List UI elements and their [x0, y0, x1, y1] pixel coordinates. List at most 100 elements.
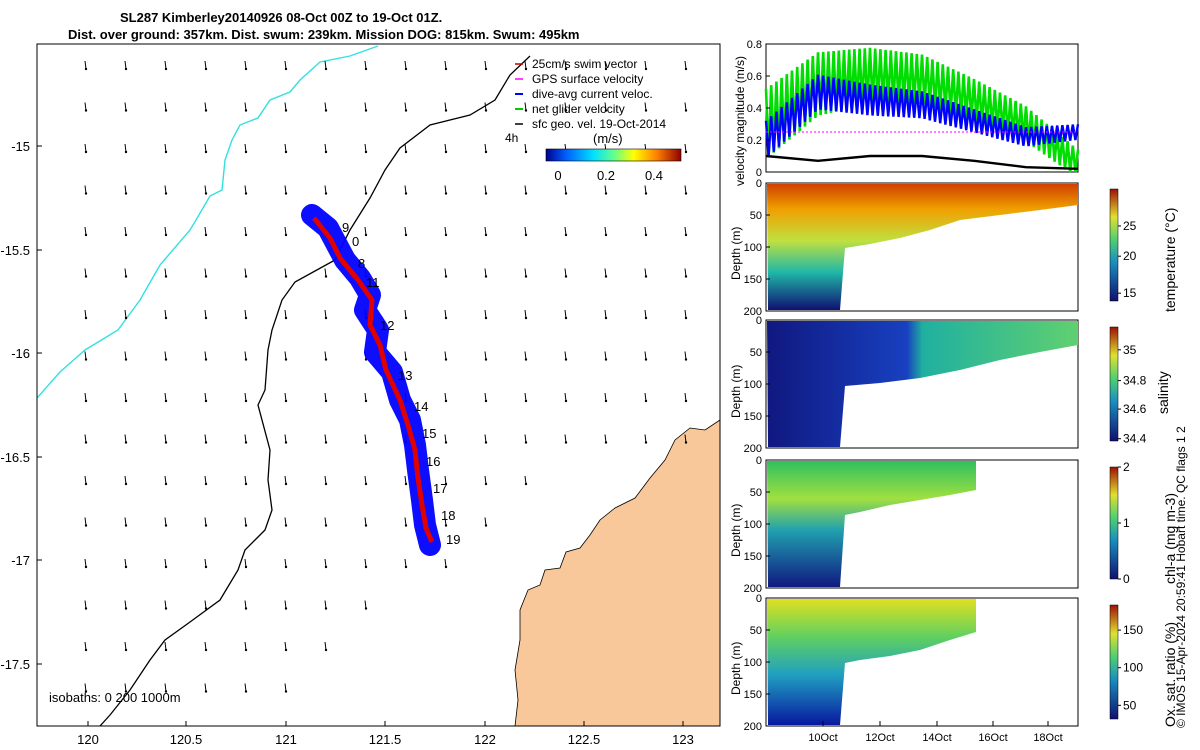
depth-tick-label: 150: [744, 274, 762, 286]
velocity-arrow: [364, 434, 367, 443]
velocity-arrow: [244, 309, 247, 319]
depth-label-salinity: Depth (m): [729, 364, 743, 418]
velocity-arrow-head: [604, 67, 608, 71]
velocity-arrow: [484, 434, 487, 443]
velocity-arrow: [484, 102, 487, 111]
velocity-arrow-head: [324, 648, 328, 652]
velocity-arrow: [164, 392, 167, 402]
depth-tick-label: 150: [744, 551, 762, 563]
velocity-arrow: [204, 600, 207, 609]
velocity-arrow-head: [364, 565, 368, 569]
velocity-arrow: [524, 268, 527, 277]
velocity-arrow-head: [124, 648, 128, 652]
velocity-arrow-head: [124, 399, 128, 403]
velocity-arrow: [124, 351, 127, 360]
track-label: 12: [380, 318, 394, 333]
velocity-arrow-head: [604, 358, 608, 361]
velocity-arrow-head: [404, 67, 408, 71]
velocity-arrow-head: [124, 441, 128, 444]
velocity-arrow: [524, 351, 527, 360]
legend-entry-swim: 25cm/s swim vector: [532, 57, 637, 71]
velocity-arrow: [124, 517, 127, 526]
velocity-arrow-head: [444, 358, 448, 361]
velocity-arrow: [204, 351, 207, 360]
plot-title-line1: SL287 Kimberley20140926 08-Oct 00Z to 19…: [120, 10, 443, 25]
velocity-arrow-head: [164, 690, 168, 693]
velocity-arrow-head: [444, 275, 448, 278]
track-label: 14: [414, 399, 428, 414]
velocity-arrow-head: [444, 316, 448, 320]
velocity-arrow-head: [244, 607, 248, 610]
velocity-arrow-head: [164, 482, 168, 486]
velocity-arrow-head: [244, 316, 248, 320]
colorbar-tick-label: 25: [1123, 219, 1137, 233]
velocity-arrow-head: [84, 482, 88, 486]
velocity-arrow-head: [644, 358, 648, 361]
velocity-arrow-head: [204, 482, 208, 486]
velocity-arrow: [524, 143, 527, 153]
depth-tick-label: 50: [750, 210, 762, 222]
velocity-arrow: [524, 185, 527, 194]
depth-tick-label: 0: [756, 455, 762, 467]
track-label: 18: [441, 508, 455, 523]
velocity-arrow: [244, 143, 247, 153]
track-label: 0: [352, 234, 359, 249]
velocity-arrow-head: [444, 150, 448, 154]
velocity-arrow: [564, 434, 567, 443]
velocity-arrow: [484, 517, 487, 526]
velocity-arrow-head: [284, 648, 288, 652]
velocity-arrow-head: [204, 607, 208, 610]
depth-ticks: 0501001502000501001502000501001502000501…: [744, 178, 770, 733]
velocity-arrow: [364, 475, 367, 485]
velocity-arrow: [604, 60, 607, 70]
velocity-arrow-head: [524, 482, 528, 486]
velocity-arrow: [284, 392, 287, 402]
velocity-arrow: [124, 641, 127, 651]
velocity-arrow-head: [204, 109, 208, 112]
map-xtick-label: 122.5: [568, 732, 601, 747]
colorbar-tick-label: 35: [1123, 343, 1137, 357]
track-labels: 90 811 12 13 14 15 16 17 18 19: [342, 220, 460, 547]
velocity-arrow-head: [364, 441, 368, 444]
velocity-arrow-head: [604, 399, 608, 403]
velocity-arrow: [324, 351, 327, 360]
credit-text: © IMOS 15-Apr-2024 20:59:41 Hobart time.…: [1174, 426, 1188, 728]
land-mass: [514, 419, 720, 726]
velocity-arrow-head: [124, 482, 128, 486]
temperature-label: temperature (°C): [1162, 207, 1178, 312]
track-label: 8: [358, 256, 365, 271]
velocity-arrow-head: [124, 607, 128, 610]
velocity-arrow: [84, 60, 87, 70]
velocity-arrow: [204, 683, 207, 692]
velocity-arrow: [404, 351, 407, 360]
velocity-arrow-head: [84, 648, 88, 652]
chla-colorbar: [1109, 466, 1119, 580]
velocity-arrow-head: [684, 109, 688, 112]
velocity-arrow: [204, 641, 207, 651]
velocity-arrow-head: [284, 607, 288, 610]
velocity-arrow: [164, 600, 167, 609]
chla-section: [767, 461, 976, 587]
velocity-arrow-head: [284, 316, 288, 320]
velocity-arrow-head: [164, 399, 168, 403]
velocity-arrow-head: [524, 109, 528, 112]
velocity-arrow: [404, 558, 407, 568]
velocity-arrow: [324, 185, 327, 194]
velocity-arrow-head: [484, 441, 488, 444]
velocity-arrow-head: [524, 275, 528, 278]
velocity-arrow: [284, 475, 287, 485]
velocity-arrow-head: [244, 150, 248, 154]
depth-tick-label: 100: [744, 242, 762, 254]
velocity-arrow-head: [244, 441, 248, 444]
velocity-ytick-label: 0.6: [747, 71, 762, 83]
velocity-arrow: [564, 392, 567, 402]
velocity-arrow-head: [124, 192, 128, 195]
velocity-arrow-head: [404, 109, 408, 112]
velocity-arrow-head: [364, 524, 368, 527]
velocity-arrow: [604, 226, 607, 236]
velocity-ytick-label: 0.2: [747, 135, 762, 147]
depth-tick-label: 200: [744, 306, 762, 318]
velocity-arrow: [324, 392, 327, 402]
velocity-arrow: [164, 475, 167, 485]
map-legend: 25cm/s swim vector GPS surface velocity …: [505, 57, 682, 183]
